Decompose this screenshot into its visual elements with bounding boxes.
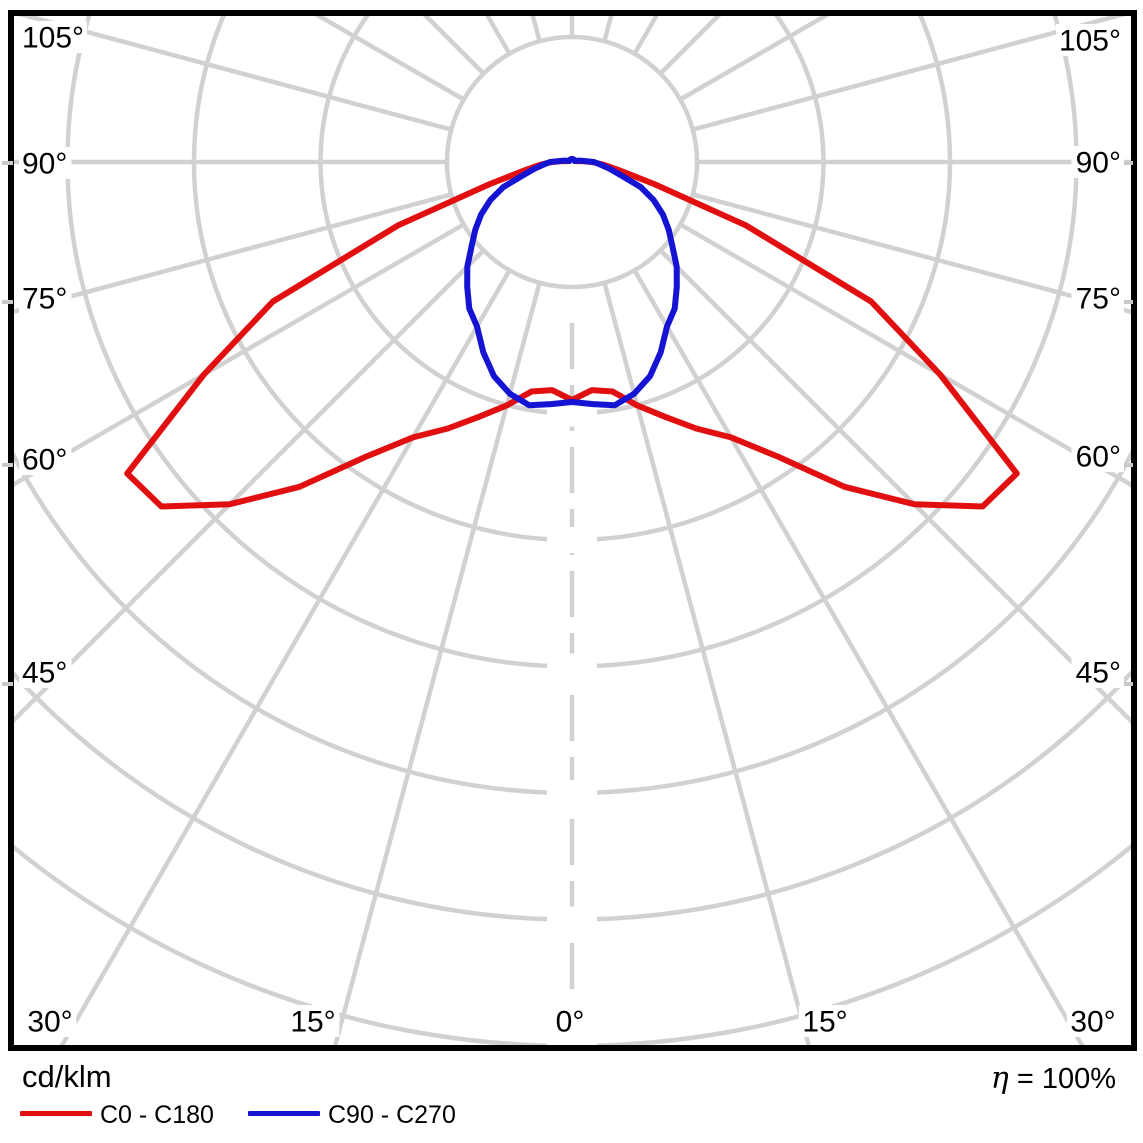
angle-label-bottom-0-30: 30°: [27, 1006, 72, 1039]
angle-label-right-105-bg: [1056, 24, 1124, 56]
angle-label-bottom-0-30-bg: [23, 1005, 77, 1037]
angle-label-bottom-2-0: 0°: [556, 1006, 585, 1039]
angle-label-bottom-4-30-bg: [1066, 1005, 1120, 1037]
angle-label-left-45: 45°: [22, 657, 67, 690]
eta-value: = 100%: [1016, 1063, 1116, 1095]
polar-spoke-285deg: [14, 192, 452, 314]
angle-label-bottom-1-15-bg: [286, 1005, 340, 1037]
legend-swatch-c0-c180: [20, 1111, 92, 1116]
ring-label-mask-4: [547, 653, 597, 680]
angle-label-left-75: 75°: [22, 283, 67, 316]
angle-label-left-45-bg: [19, 656, 72, 688]
ring-label-mask-6: [547, 906, 597, 933]
eta-symbol: η: [990, 1061, 1009, 1096]
units-label: cd/klm: [22, 1059, 112, 1094]
angle-label-right-60: 60°: [1076, 441, 1121, 474]
angle-label-bottom-1-15: 15°: [290, 1006, 335, 1039]
polar-spoke-300deg: [14, 222, 465, 487]
polar-spoke-75deg: [692, 192, 1131, 315]
angle-label-bottom-3-15-bg: [798, 1005, 852, 1037]
angle-label-left-90: 90°: [22, 148, 67, 181]
polar-spoke-15deg: [602, 282, 811, 1045]
polar-spoke-60deg: [679, 222, 1131, 488]
polar-spoke-255deg: [18, 16, 452, 132]
angle-label-bottom-4-30: 30°: [1070, 1006, 1115, 1039]
angle-label-right-60-bg: [1071, 440, 1124, 472]
polar-spoke-345deg: [333, 282, 542, 1045]
angle-label-bottom-2-0-bg: [551, 1005, 589, 1037]
legend-label-c90-c270: C90 - C270: [328, 1101, 456, 1129]
ring-label-mask-5: [547, 780, 597, 806]
angle-label-left-90-bg: [19, 147, 72, 179]
angle-label-left-105-bg: [19, 21, 87, 53]
angle-label-right-45-bg: [1071, 656, 1124, 688]
legend-label-c0-c180: C0 - C180: [100, 1101, 214, 1129]
angle-label-left-60: 60°: [22, 444, 67, 477]
angle-label-left-60-bg: [19, 443, 72, 475]
angle-label-left-75-bg: [19, 282, 72, 314]
polar-spoke-30deg: [632, 269, 1085, 1045]
angle-label-right-45: 45°: [1076, 657, 1121, 690]
polar-spoke-105deg: [692, 16, 1126, 132]
angle-label-bottom-3-15: 15°: [802, 1006, 847, 1039]
polar-spoke-315deg: [14, 248, 486, 724]
angle-label-right-90: 90°: [1076, 147, 1121, 180]
polar-spoke-45deg: [658, 248, 1131, 725]
ring-label-mask-3: [547, 527, 597, 553]
efficiency-label: η = 100%: [991, 1062, 1116, 1096]
curve-c90-c270: [464, 156, 680, 409]
angle-label-left-105: 105°: [22, 22, 84, 55]
angle-label-right-90-bg: [1071, 146, 1124, 178]
chart-border: [8, 10, 1137, 1051]
polar-spoke-330deg: [59, 269, 512, 1045]
angle-label-right-75-bg: [1071, 282, 1124, 314]
legend-swatch-c90-c270: [248, 1111, 320, 1116]
angle-label-right-105: 105°: [1059, 25, 1121, 58]
angle-label-right-75: 75°: [1076, 283, 1121, 316]
